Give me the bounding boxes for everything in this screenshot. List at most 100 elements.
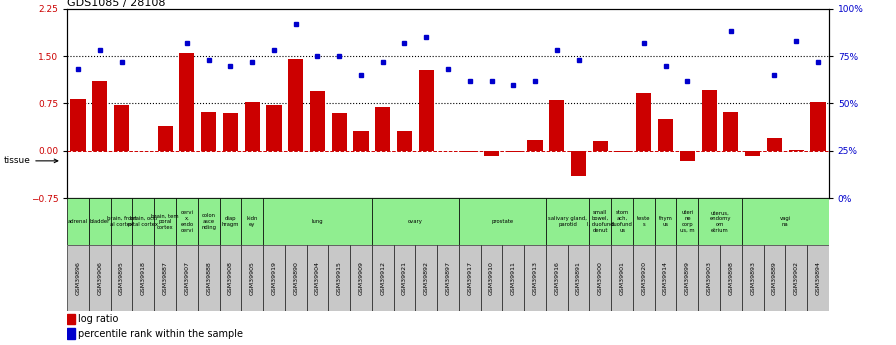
Bar (590, 198, 611, 245)
Bar (807, 245, 829, 310)
Bar (416, 245, 437, 310)
Bar (680, 151, 695, 161)
Bar (528, 139, 543, 151)
Bar (720, 245, 742, 310)
Bar (285, 245, 306, 310)
Text: GSM39896: GSM39896 (75, 261, 81, 295)
Text: uterus,
endomy
om
etrium: uterus, endomy om etrium (710, 210, 731, 233)
Bar (524, 245, 546, 310)
Bar (111, 198, 133, 245)
Bar (263, 245, 285, 310)
Text: uteri
ne
corp
us, m: uteri ne corp us, m (680, 210, 694, 233)
Text: GSM39918: GSM39918 (141, 261, 146, 295)
Bar (810, 101, 825, 151)
Text: GSM39912: GSM39912 (380, 261, 385, 295)
Text: GSM39916: GSM39916 (555, 261, 559, 295)
Bar (133, 198, 154, 245)
Bar (505, 151, 521, 152)
Text: GSM39899: GSM39899 (685, 261, 690, 295)
Text: GSM39921: GSM39921 (402, 261, 407, 295)
Bar (241, 245, 263, 310)
Bar (590, 245, 611, 310)
Bar (393, 245, 416, 310)
Text: teste
s: teste s (637, 216, 650, 227)
Bar (372, 198, 459, 245)
Text: GSM39906: GSM39906 (98, 261, 102, 295)
Text: GSM39890: GSM39890 (293, 261, 298, 295)
Bar (89, 245, 111, 310)
Bar (658, 119, 673, 151)
Bar (350, 245, 372, 310)
Text: GSM39908: GSM39908 (228, 261, 233, 295)
Text: brain, front
al cortex: brain, front al cortex (107, 216, 136, 227)
Text: GSM39911: GSM39911 (511, 261, 516, 295)
Text: ovary: ovary (408, 219, 423, 224)
Text: tissue: tissue (4, 156, 58, 165)
Text: small
bowel,
I, duofund
denut: small bowel, I, duofund denut (587, 210, 614, 233)
Bar (418, 70, 434, 151)
Bar (568, 245, 590, 310)
Text: GSM39900: GSM39900 (598, 261, 603, 295)
Bar (310, 91, 325, 151)
Bar (480, 245, 503, 310)
Bar (220, 245, 241, 310)
Text: stom
ach,
duofund
us: stom ach, duofund us (611, 210, 633, 233)
Text: colon
asce
nding: colon asce nding (201, 213, 216, 230)
Text: GSM39904: GSM39904 (314, 261, 320, 295)
Text: GSM39910: GSM39910 (489, 261, 494, 295)
Bar (655, 245, 676, 310)
Text: GSM39902: GSM39902 (794, 261, 798, 295)
Text: kidn
ey: kidn ey (246, 216, 258, 227)
Bar (549, 100, 564, 151)
Bar (788, 150, 804, 151)
Bar (133, 245, 154, 310)
Bar (67, 245, 89, 310)
Bar (263, 198, 372, 245)
Bar (702, 90, 717, 151)
Bar (198, 245, 220, 310)
Text: adrenal: adrenal (68, 219, 88, 224)
Bar (67, 328, 75, 339)
Bar (328, 245, 350, 310)
Bar (223, 113, 238, 151)
Bar (633, 198, 655, 245)
Text: GSM39897: GSM39897 (445, 261, 451, 295)
Bar (372, 245, 393, 310)
Bar (742, 198, 829, 245)
Bar (655, 198, 676, 245)
Text: GSM39905: GSM39905 (250, 261, 254, 295)
Bar (571, 151, 586, 176)
Text: prostate: prostate (491, 219, 513, 224)
Bar (158, 126, 173, 151)
Text: brain, tem
poral
cortex: brain, tem poral cortex (151, 213, 179, 230)
Bar (241, 198, 263, 245)
Bar (266, 105, 281, 151)
Bar (676, 198, 698, 245)
Bar (353, 131, 368, 151)
Bar (220, 198, 241, 245)
Bar (593, 141, 607, 151)
Bar (198, 198, 220, 245)
Bar (636, 93, 651, 151)
Text: GSM39907: GSM39907 (185, 261, 189, 295)
Bar (763, 245, 785, 310)
Bar (546, 245, 568, 310)
Text: brain, occi
pital cortex: brain, occi pital cortex (128, 216, 159, 227)
Bar (89, 198, 111, 245)
Text: GSM39919: GSM39919 (271, 261, 277, 295)
Text: GSM39917: GSM39917 (467, 261, 472, 295)
Bar (633, 245, 655, 310)
Bar (179, 53, 194, 151)
Bar (503, 245, 524, 310)
Text: log ratio: log ratio (78, 314, 118, 324)
Bar (546, 198, 590, 245)
Text: GSM39894: GSM39894 (815, 261, 821, 295)
Bar (397, 131, 412, 151)
Bar (462, 151, 478, 152)
Bar (332, 113, 347, 151)
Bar (698, 245, 720, 310)
Text: percentile rank within the sample: percentile rank within the sample (78, 329, 243, 339)
Bar (154, 198, 176, 245)
Text: GSM39913: GSM39913 (532, 261, 538, 295)
Text: GSM39909: GSM39909 (358, 261, 364, 295)
